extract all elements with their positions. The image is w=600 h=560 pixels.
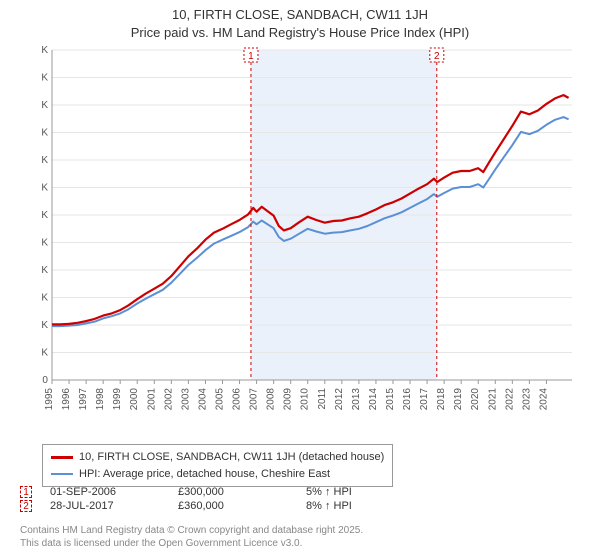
legend-item: 10, FIRTH CLOSE, SANDBACH, CW11 1JH (det… — [51, 449, 384, 466]
sales-row: 2 28-JUL-2017 £360,000 8% ↑ HPI — [20, 500, 396, 512]
sales-table: 1 01-SEP-2006 £300,000 5% ↑ HPI 2 28-JUL… — [20, 486, 396, 514]
svg-text:2021: 2021 — [487, 388, 498, 411]
svg-text:2020: 2020 — [470, 388, 481, 411]
sale-date: 01-SEP-2006 — [50, 486, 160, 498]
svg-text:2012: 2012 — [334, 388, 345, 411]
svg-text:2008: 2008 — [266, 388, 277, 411]
svg-text:2005: 2005 — [214, 388, 225, 411]
svg-text:£100K: £100K — [42, 320, 48, 331]
legend-label: HPI: Average price, detached house, Ches… — [79, 466, 330, 483]
sale-price: £360,000 — [178, 500, 288, 512]
svg-text:£550K: £550K — [42, 73, 48, 84]
sale-date: 28-JUL-2017 — [50, 500, 160, 512]
svg-text:2003: 2003 — [180, 388, 191, 411]
svg-text:2013: 2013 — [351, 388, 362, 411]
svg-text:£450K: £450K — [42, 128, 48, 139]
svg-text:£350K: £350K — [42, 183, 48, 194]
svg-text:£150K: £150K — [42, 293, 48, 304]
title-line2: Price paid vs. HM Land Registry's House … — [0, 24, 600, 42]
svg-text:£400K: £400K — [42, 155, 48, 166]
legend-swatch — [51, 473, 73, 476]
sale-marker: 2 — [20, 500, 32, 512]
svg-text:1998: 1998 — [95, 388, 106, 411]
svg-text:2016: 2016 — [402, 388, 413, 411]
svg-text:2018: 2018 — [436, 388, 447, 411]
legend-item: HPI: Average price, detached house, Ches… — [51, 466, 384, 483]
sale-marker: 1 — [20, 486, 32, 498]
svg-text:2011: 2011 — [317, 388, 328, 410]
chart-svg: £0 £50K £100K £150K £200K £250K £300K £350K £400… — [42, 44, 582, 424]
svg-text:£300K: £300K — [42, 210, 48, 221]
sale-diff: 5% ↑ HPI — [306, 486, 396, 498]
svg-text:2: 2 — [434, 51, 440, 62]
svg-text:1997: 1997 — [78, 388, 89, 411]
svg-text:1996: 1996 — [61, 388, 72, 411]
svg-text:2023: 2023 — [521, 388, 532, 411]
sale-price: £300,000 — [178, 486, 288, 498]
legend-swatch — [51, 456, 73, 459]
svg-text:2017: 2017 — [419, 388, 430, 411]
svg-text:£500K: £500K — [42, 100, 48, 111]
legend-label: 10, FIRTH CLOSE, SANDBACH, CW11 1JH (det… — [79, 449, 384, 466]
svg-text:2002: 2002 — [163, 388, 174, 411]
svg-text:1999: 1999 — [112, 388, 123, 411]
title-line1: 10, FIRTH CLOSE, SANDBACH, CW11 1JH — [0, 6, 600, 24]
svg-text:2007: 2007 — [249, 388, 260, 411]
svg-text:£250K: £250K — [42, 238, 48, 249]
svg-text:£200K: £200K — [42, 265, 48, 276]
svg-text:2009: 2009 — [283, 388, 294, 411]
sale-diff: 8% ↑ HPI — [306, 500, 396, 512]
chart-titles: 10, FIRTH CLOSE, SANDBACH, CW11 1JH Pric… — [0, 0, 600, 41]
footnote-line1: Contains HM Land Registry data © Crown c… — [20, 524, 363, 537]
svg-text:2022: 2022 — [504, 388, 515, 411]
svg-text:1: 1 — [248, 51, 254, 62]
svg-text:£50K: £50K — [42, 348, 48, 359]
svg-text:£600K: £600K — [42, 45, 48, 56]
svg-text:2024: 2024 — [538, 388, 549, 411]
svg-text:£0: £0 — [42, 375, 48, 386]
svg-text:2004: 2004 — [197, 388, 208, 411]
svg-text:1995: 1995 — [44, 388, 55, 411]
svg-text:2010: 2010 — [300, 388, 311, 411]
svg-text:2015: 2015 — [385, 388, 396, 411]
svg-text:2006: 2006 — [232, 388, 243, 411]
svg-text:2000: 2000 — [129, 388, 140, 411]
footnote-line2: This data is licensed under the Open Gov… — [20, 537, 363, 550]
svg-text:2014: 2014 — [368, 388, 379, 411]
legend: 10, FIRTH CLOSE, SANDBACH, CW11 1JH (det… — [42, 444, 393, 487]
svg-text:2001: 2001 — [146, 388, 157, 411]
footnote: Contains HM Land Registry data © Crown c… — [20, 524, 363, 550]
sales-row: 1 01-SEP-2006 £300,000 5% ↑ HPI — [20, 486, 396, 498]
chart: £0 £50K £100K £150K £200K £250K £300K £350K £400… — [42, 44, 582, 424]
svg-text:2019: 2019 — [453, 388, 464, 411]
